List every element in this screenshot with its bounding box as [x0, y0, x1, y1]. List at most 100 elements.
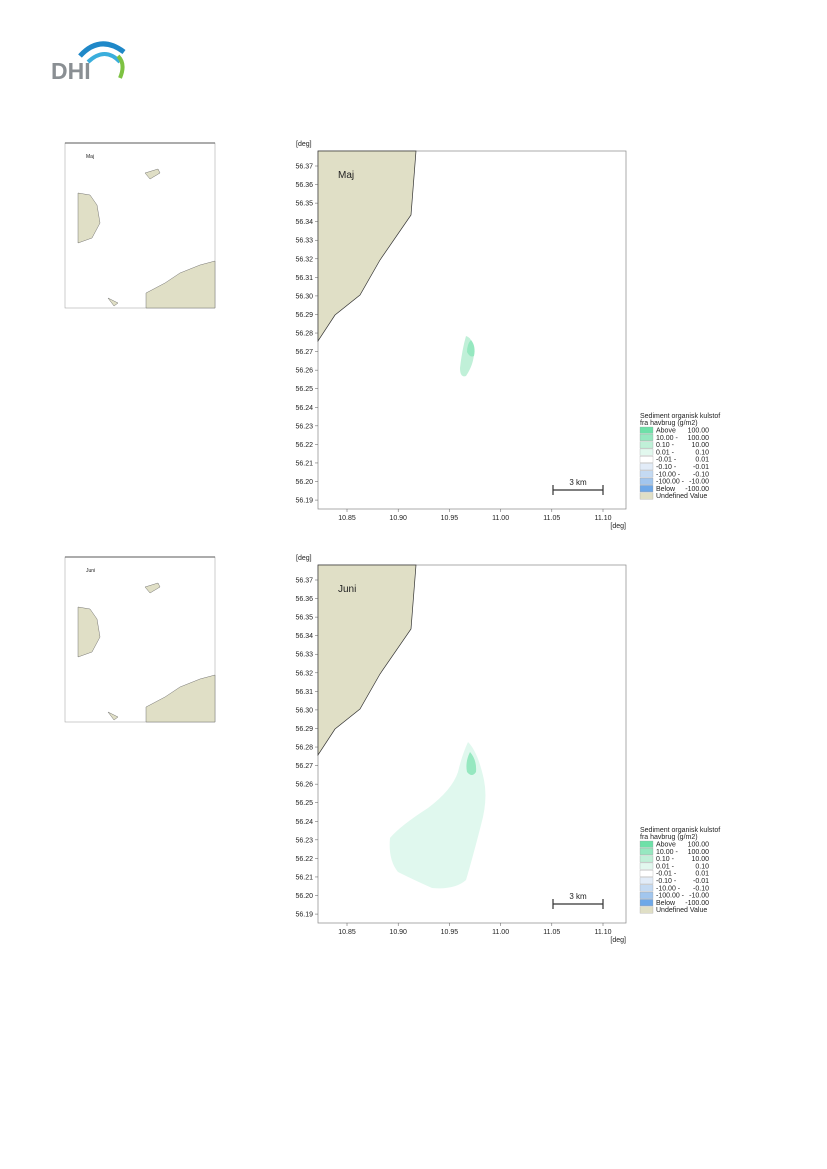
y-tick-label: 56.19 — [295, 498, 313, 505]
legend-title: fra havbrug (g/m2) — [640, 834, 698, 841]
legend-from: Below — [656, 486, 676, 493]
legend-swatch — [639, 485, 654, 493]
overview-land — [107, 711, 119, 721]
scale-bar — [552, 899, 604, 909]
x-tick-label: 10.90 — [389, 515, 407, 522]
legend-to: 0.10 — [695, 863, 709, 870]
legend-swatch — [639, 463, 654, 471]
x-tick-label: 10.85 — [338, 929, 356, 936]
y-tick-label: 56.22 — [295, 856, 313, 863]
plume — [389, 742, 486, 889]
legend-title: fra havbrug (g/m2) — [640, 420, 698, 427]
x-tick-label: 11.00 — [492, 515, 509, 522]
legend-to: 0.10 — [695, 449, 709, 456]
y-tick-label: 56.32 — [295, 256, 313, 263]
legend-swatch — [639, 456, 654, 463]
y-tick-label: 56.30 — [295, 707, 313, 714]
legend-swatch — [639, 870, 654, 877]
legend-swatch — [639, 906, 654, 914]
legend-swatch — [639, 848, 654, 855]
y-tick-label: 56.36 — [295, 596, 313, 603]
legend-to: 0.01 — [695, 871, 709, 878]
legend-to: -10.00 — [689, 893, 709, 900]
legend-to: -0.10 — [693, 885, 709, 892]
y-tick-label: 56.26 — [295, 368, 313, 375]
legend-swatch — [639, 891, 654, 899]
legend-swatch — [639, 441, 654, 449]
legend-from: Below — [656, 900, 676, 907]
y-tick-label: 56.25 — [295, 386, 313, 393]
y-tick-label: 56.31 — [295, 689, 313, 696]
legend-from: 10.00 - — [656, 849, 678, 856]
x-tick-label: 10.95 — [441, 929, 459, 936]
legend-to: -100.00 — [685, 486, 709, 493]
y-tick-label: 56.27 — [295, 349, 313, 356]
y-tick-label: 56.33 — [295, 238, 313, 245]
legend-from: 0.10 - — [656, 856, 675, 863]
legend-to: 0.01 — [695, 457, 709, 464]
overview-land — [77, 192, 101, 244]
legend-to: -10.00 — [689, 479, 709, 486]
scale-label: 3 km — [569, 478, 587, 487]
legend-title: Sediment organisk kulstof — [640, 827, 720, 834]
legend-to: -0.10 — [693, 471, 709, 478]
map-title: Maj — [338, 170, 354, 181]
legend-swatch — [639, 477, 654, 485]
legend-swatch — [639, 855, 654, 863]
x-tick-label: 10.90 — [389, 929, 407, 936]
legend-from: -100.00 - — [656, 479, 685, 486]
x-tick-label: 11.05 — [543, 929, 560, 936]
y-unit: [deg] — [296, 555, 312, 562]
map-title: Juni — [338, 584, 356, 595]
overview-land — [77, 606, 101, 658]
scale-label: 3 km — [569, 892, 587, 901]
plume — [466, 752, 477, 775]
y-unit: [deg] — [296, 141, 312, 148]
legend-title: Sediment organisk kulstof — [640, 413, 720, 420]
y-tick-label: 56.36 — [295, 182, 313, 189]
legend-swatch — [639, 840, 654, 848]
legend-swatch — [639, 434, 654, 441]
legend-from: Undefined Value — [656, 493, 707, 500]
legend-swatch — [639, 492, 654, 500]
legend-from: 0.01 - — [656, 449, 675, 456]
legend-from: -10.00 - — [656, 885, 681, 892]
y-tick-label: 56.21 — [295, 874, 313, 881]
y-tick-label: 56.29 — [295, 726, 313, 733]
scale-bar — [552, 485, 604, 495]
overview-land — [144, 582, 161, 594]
legend-from: Above — [656, 428, 676, 435]
overview-land — [145, 674, 216, 723]
figure: Maj Maj [deg] 56.37 56.36 56.35 56.34 56.33 56.3… — [64, 141, 720, 530]
x-tick-label: 11.00 — [492, 929, 509, 936]
overview-title: Maj — [86, 154, 94, 160]
y-tick-label: 56.35 — [295, 615, 313, 622]
y-tick-label: 56.20 — [295, 479, 313, 486]
legend-to: -0.01 — [693, 464, 709, 471]
legend-from: Undefined Value — [656, 907, 707, 914]
x-tick-label: 11.10 — [595, 515, 612, 522]
x-tick-label: 11.10 — [595, 929, 612, 936]
y-tick-label: 56.26 — [295, 782, 313, 789]
y-tick-label: 56.23 — [295, 423, 313, 430]
y-tick-label: 56.30 — [295, 293, 313, 300]
y-tick-label: 56.34 — [295, 219, 313, 226]
legend-from: -0.10 - — [656, 464, 677, 471]
overview-land — [144, 168, 161, 180]
legend-from: -10.00 - — [656, 471, 681, 478]
x-tick-label: 10.85 — [338, 515, 356, 522]
y-tick-label: 56.25 — [295, 800, 313, 807]
land — [317, 564, 417, 757]
legend-swatch — [639, 448, 654, 456]
overview-land — [107, 297, 119, 307]
legend-swatch — [639, 899, 654, 907]
x-unit: [deg] — [610, 523, 626, 530]
y-tick-label: 56.23 — [295, 837, 313, 844]
y-tick-label: 56.27 — [295, 763, 313, 770]
legend-swatch — [639, 884, 654, 892]
plume — [467, 340, 475, 357]
legend-to: 100.00 — [688, 849, 710, 856]
x-tick-label: 10.95 — [441, 515, 459, 522]
overview-land — [145, 260, 216, 309]
